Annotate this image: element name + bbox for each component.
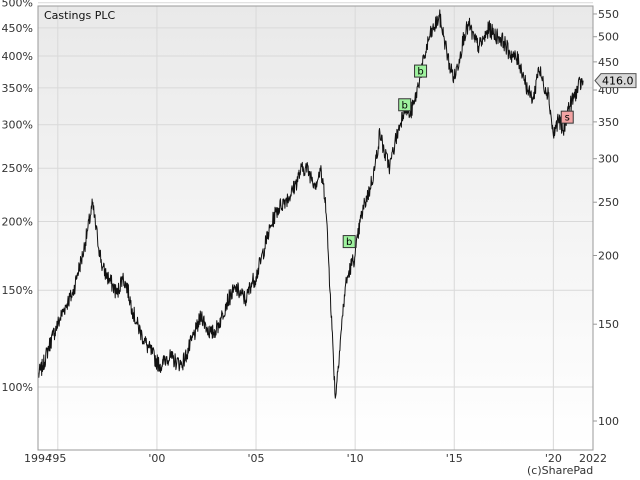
marker-label: b <box>346 237 352 248</box>
x-tick-label: '15 <box>446 452 463 465</box>
x-tick-label: 1994 <box>24 452 52 465</box>
left-tick-label: 200% <box>2 216 33 229</box>
left-tick-label: 100% <box>2 381 33 394</box>
left-tick-label: 500% <box>2 0 33 10</box>
last-price-badge: 416.0 <box>594 73 637 89</box>
x-tick-label: '20 <box>545 452 562 465</box>
right-tick-label: 100 <box>598 415 619 428</box>
sell-marker: s <box>560 110 574 124</box>
buy-marker: b <box>342 235 356 249</box>
x-tick-label: '00 <box>148 452 165 465</box>
marker-box <box>414 64 428 78</box>
left-tick-label: 150% <box>2 284 33 297</box>
left-axis: 100% 150% 200% 250% 300% 350% 400% 450% 500% <box>2 0 33 394</box>
chart-title: Castings PLC <box>44 9 115 22</box>
trade-markers: b b b s <box>342 64 574 249</box>
marker-box <box>342 235 356 249</box>
right-axis: 100150200250300350400450500550600 <box>593 0 619 428</box>
marker-box <box>398 98 412 112</box>
right-tick-label: 250 <box>598 196 619 209</box>
right-tick-label: 550 <box>598 8 619 21</box>
marker-label: s <box>565 113 570 124</box>
buy-marker: b <box>398 98 412 112</box>
left-tick-label: 300% <box>2 119 33 132</box>
left-tick-label: 250% <box>2 162 33 175</box>
right-tick-label: 350 <box>598 116 619 129</box>
marker-box <box>560 110 574 124</box>
plot-background <box>38 6 593 450</box>
marker-label: b <box>417 67 423 78</box>
x-tick-label: '10 <box>347 452 364 465</box>
right-tick-label: 200 <box>598 250 619 263</box>
right-tick-label: 500 <box>598 31 619 44</box>
last-price-label: 416.0 <box>602 75 634 88</box>
x-tick-label: '95 <box>49 452 66 465</box>
x-tick-label: '05 <box>248 452 265 465</box>
last-price-box <box>594 73 637 89</box>
price-series <box>37 9 584 399</box>
buy-marker: b <box>414 64 428 78</box>
left-tick-label: 400% <box>2 50 33 63</box>
left-tick-label: 350% <box>2 82 33 95</box>
x-axis: 1994'95 '00 '05 '10 '15 '20 2022 <box>24 452 607 465</box>
plot-frame <box>37 5 594 451</box>
left-tick-label: 450% <box>2 22 33 35</box>
x-tick-label: 2022 <box>579 452 607 465</box>
right-tick-label: 450 <box>598 56 619 69</box>
right-tick-label: 300 <box>598 153 619 166</box>
marker-label: b <box>402 100 408 111</box>
price-line <box>37 9 584 399</box>
right-tick-label: 150 <box>598 318 619 331</box>
source-credit: (c)SharePad <box>527 464 593 477</box>
